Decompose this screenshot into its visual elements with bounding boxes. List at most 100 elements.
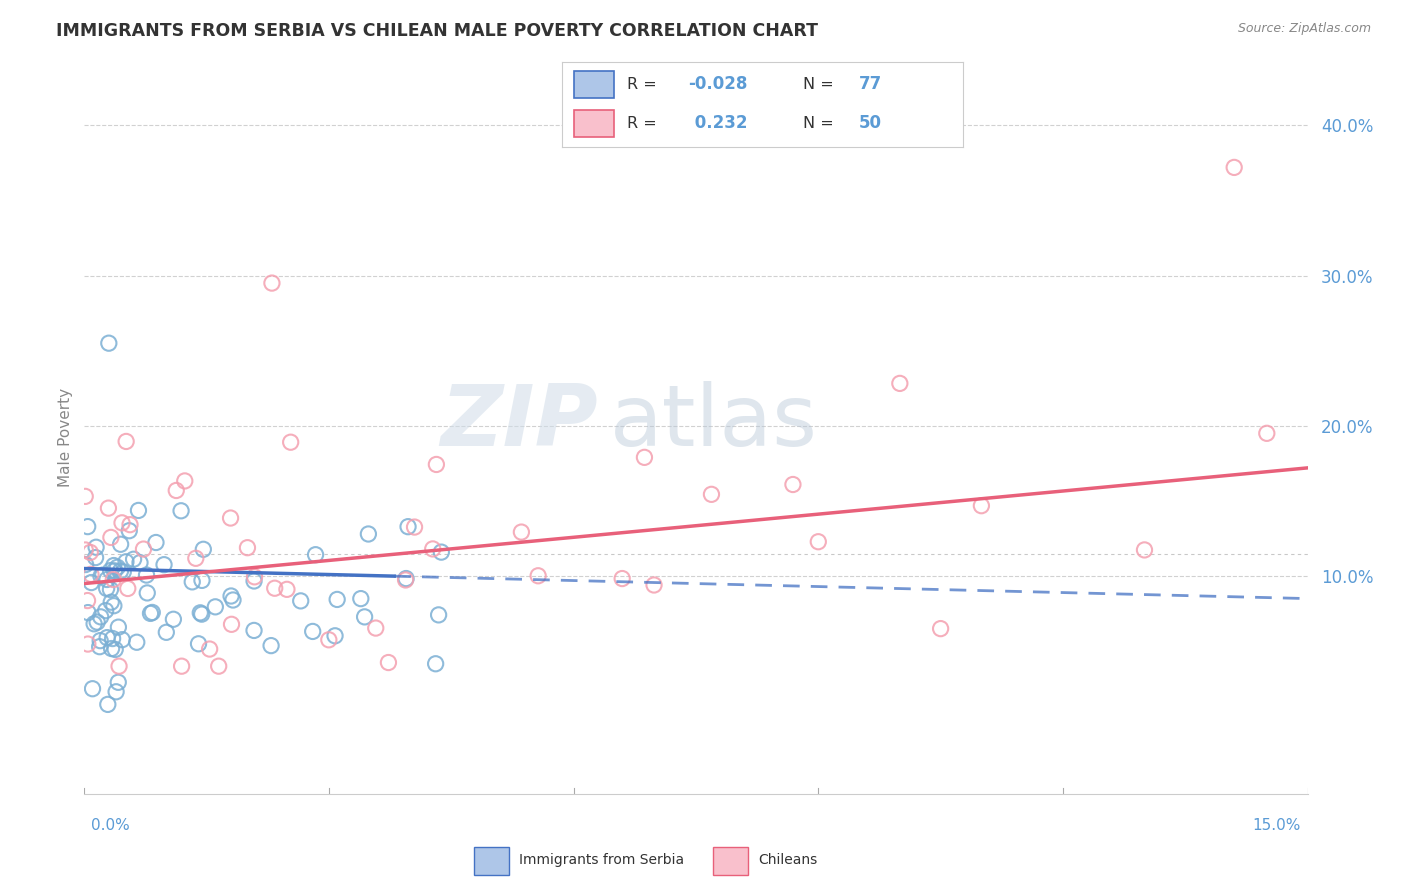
Point — [170, 504, 193, 518]
Point — [90, 610, 112, 624]
Point — [173, 474, 195, 488]
Point — [100, 641, 122, 656]
Point — [394, 573, 416, 587]
Text: 50: 50 — [859, 114, 882, 132]
Point — [112, 565, 135, 579]
Point — [326, 592, 349, 607]
Point — [86, 615, 108, 629]
Point — [612, 572, 634, 586]
Point — [260, 276, 283, 290]
Point — [111, 632, 134, 647]
Point — [84, 550, 107, 565]
Point — [280, 435, 302, 450]
Point — [181, 574, 204, 589]
Point — [105, 560, 128, 574]
Point — [141, 606, 163, 620]
Point — [80, 575, 103, 590]
Point — [425, 657, 447, 671]
Text: R =: R = — [627, 77, 661, 92]
Point — [633, 450, 655, 465]
Point — [117, 582, 139, 596]
Point — [889, 376, 911, 391]
Point — [96, 582, 118, 596]
Point — [107, 675, 129, 690]
Text: 0.232: 0.232 — [689, 114, 747, 132]
Point — [236, 541, 259, 555]
Text: R =: R = — [627, 116, 661, 131]
Point — [96, 573, 118, 587]
Point — [188, 606, 211, 620]
Point — [103, 564, 125, 578]
Point — [323, 629, 346, 643]
Text: IMMIGRANTS FROM SERBIA VS CHILEAN MALE POVERTY CORRELATION CHART: IMMIGRANTS FROM SERBIA VS CHILEAN MALE P… — [56, 22, 818, 40]
Text: atlas: atlas — [610, 381, 818, 465]
Point — [1133, 543, 1156, 558]
Point — [76, 637, 98, 651]
Point — [260, 639, 283, 653]
Point — [115, 555, 138, 569]
Point — [395, 572, 418, 586]
Point — [396, 519, 419, 533]
Point — [221, 617, 243, 632]
Point — [75, 543, 97, 558]
Point — [145, 535, 167, 549]
Point — [219, 511, 242, 525]
Point — [165, 483, 187, 498]
Point — [170, 659, 193, 673]
Point — [91, 568, 114, 582]
Point — [162, 612, 184, 626]
Y-axis label: Male Poverty: Male Poverty — [58, 387, 73, 487]
Point — [100, 595, 122, 609]
Point — [107, 620, 129, 634]
Point — [127, 503, 149, 517]
Text: 77: 77 — [859, 76, 882, 94]
Point — [276, 582, 298, 597]
Point — [700, 487, 723, 501]
Point — [155, 625, 177, 640]
Point — [103, 599, 125, 613]
Point — [118, 517, 141, 532]
Point — [193, 542, 215, 557]
Text: Chileans: Chileans — [758, 853, 817, 867]
Point — [222, 593, 245, 607]
Point — [304, 548, 326, 562]
Point — [110, 564, 132, 578]
Point — [243, 624, 266, 638]
Point — [643, 578, 665, 592]
Text: 15.0%: 15.0% — [1253, 818, 1301, 832]
Bar — [575, 110, 614, 137]
Text: N =: N = — [803, 116, 839, 131]
Point — [353, 610, 375, 624]
Point — [527, 568, 550, 582]
Text: 0.0%: 0.0% — [91, 818, 131, 832]
Point — [510, 525, 533, 540]
Point — [430, 545, 453, 559]
Point — [350, 591, 373, 606]
Point — [136, 586, 159, 600]
Point — [89, 640, 111, 654]
Point — [115, 434, 138, 449]
Point — [243, 574, 266, 588]
Point — [94, 604, 117, 618]
Point — [263, 581, 285, 595]
Point — [89, 633, 111, 648]
Point — [427, 607, 450, 622]
Point — [111, 516, 134, 530]
Text: Source: ZipAtlas.com: Source: ZipAtlas.com — [1237, 22, 1371, 36]
Point — [125, 635, 148, 649]
Point — [208, 659, 231, 673]
Bar — [474, 847, 509, 875]
Point — [84, 541, 107, 555]
Point — [79, 545, 101, 559]
Point — [187, 637, 209, 651]
Point — [101, 632, 124, 646]
Point — [104, 642, 127, 657]
Point — [929, 622, 952, 636]
Point — [83, 616, 105, 631]
Bar — [575, 71, 614, 98]
Point — [100, 564, 122, 578]
Point — [82, 681, 104, 696]
Bar — [713, 847, 748, 875]
Point — [184, 551, 207, 566]
Point — [191, 574, 214, 588]
